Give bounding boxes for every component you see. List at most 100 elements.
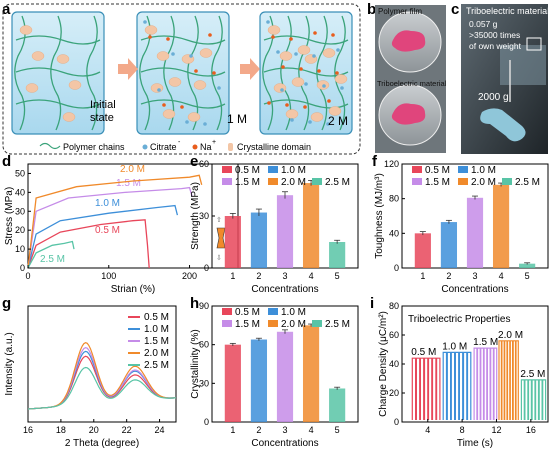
legend-label: 1.0 M: [471, 165, 496, 176]
plot-g-ylabel: Intensity (a.u.): [4, 332, 15, 395]
x-tick-label: 16: [23, 425, 33, 435]
sodium-icon: [192, 144, 198, 150]
legend-label: 2.0 M: [281, 319, 306, 330]
sodium-ion: [289, 37, 293, 41]
initial-line1: Initial: [90, 99, 116, 111]
x-tick-label: 16: [526, 425, 536, 435]
charge-density-traces: 0.5 M 1.0 M 1.5 M2.0 M 2.5 M: [411, 330, 547, 420]
panel-g-label: g: [2, 295, 11, 312]
citrate-ion: [203, 122, 207, 126]
citrate-ion: [217, 86, 221, 90]
trace-label: 0.5 M: [411, 347, 436, 358]
polymer-chain: [15, 67, 101, 77]
crystalline-domain: [291, 77, 305, 87]
y-tick-label: 80: [389, 301, 399, 311]
crystalline-domain: [297, 45, 311, 55]
crystalline-domain: [156, 51, 170, 61]
citrate-ion: [157, 88, 161, 92]
legend-swatch: [458, 166, 468, 173]
hydrogel-box: [11, 11, 105, 135]
legend-label: 1.5 M: [235, 177, 260, 188]
bar-3: [466, 197, 484, 268]
trace-label: 1.0 M: [442, 341, 467, 352]
curve-05M: [27, 219, 150, 269]
bar-5: [329, 242, 346, 268]
plot-e-ylabel: Strength (MPa): [190, 182, 201, 250]
bar-4: [492, 184, 510, 268]
citrate-ion: [312, 54, 316, 58]
citrate-icon: [142, 144, 148, 150]
sodium-ion: [267, 101, 271, 105]
legend-label: 1.5 M: [235, 319, 260, 330]
bar-2: [250, 339, 268, 422]
citrate-ion: [185, 120, 189, 124]
panel-c-label: c: [451, 1, 459, 18]
curve-10M: [27, 204, 179, 269]
panel-c: c Triboelectric material 0.057 g >35000 …: [451, 1, 549, 154]
panel-a-legend: Polymer chains Citrate - Na + Crystallin…: [39, 139, 311, 152]
y-tick-label: 0: [204, 417, 209, 427]
initial-line2: state: [90, 112, 114, 124]
panel-i: i Triboelectric Properties 0.5 M 1.0 M 1.5…: [370, 295, 549, 449]
sodium-ion: [281, 65, 285, 69]
plot-i-title: Triboelectric Properties: [408, 314, 510, 325]
sodium-ion: [285, 103, 289, 107]
crystalline-domain: [56, 54, 70, 64]
x-tick-label: 20: [89, 425, 99, 435]
citrate-ion: [308, 120, 312, 124]
plot-g-legend: 0.5 M1.0 M1.5 M2.0 M2.5 M: [128, 312, 169, 371]
crystalline-domain: [328, 106, 342, 116]
legend-label: 0.5 M: [235, 307, 260, 318]
legend-citrate-sup: -: [178, 139, 181, 146]
citrate-ion: [189, 54, 193, 58]
stress-strain-curves: 0.5 M 1.0 M 1.5 M 2.0 M 2.5 M: [27, 164, 203, 269]
citrate-ion: [340, 86, 344, 90]
triboelectric-sample: [391, 103, 426, 125]
y-tick-label: 0: [394, 263, 399, 273]
citrate-ion: [322, 84, 326, 88]
citrate-ion: [290, 118, 294, 122]
legend-swatch: [412, 178, 422, 185]
crystalline-domain: [168, 77, 182, 87]
sodium-ion: [335, 71, 339, 75]
bar-3: [276, 331, 294, 422]
zoom-box: [526, 37, 542, 51]
plot-g-ticks: 16 18 20 22 24: [23, 419, 165, 435]
sodium-ion: [317, 69, 321, 73]
citrate-ion: [143, 20, 147, 24]
x-tick-label: 18: [56, 425, 66, 435]
y-tick-label: 40: [15, 187, 25, 197]
citrate-ion: [171, 52, 175, 56]
legend-na: Na: [200, 142, 212, 152]
crystalline-domain: [162, 109, 176, 119]
sodium-ion: [180, 105, 184, 109]
label-2m: 2 M: [328, 114, 348, 128]
crystallinity-bars: 1 2 3 4 5: [224, 323, 346, 435]
legend-label: 2.5 M: [515, 177, 540, 188]
crystalline-domain: [68, 80, 82, 90]
citrate-ion: [336, 48, 340, 52]
hydrogel-schematics: [11, 11, 353, 135]
charge-trace-20M: [498, 340, 519, 420]
legend-label: 1.5 M: [425, 177, 450, 188]
crystalline-domain: [279, 51, 293, 61]
curve-25M: [27, 240, 75, 269]
polymer-chain: [187, 15, 199, 131]
polymer-chain: [14, 15, 26, 131]
plot-d-xlabel: Strian (%): [111, 284, 155, 295]
x-tick-label: 200: [182, 271, 197, 281]
y-tick-label: 80: [389, 194, 399, 204]
polymer-chain: [50, 15, 62, 131]
y-tick-label: 50: [15, 168, 25, 178]
panel-a-label: a: [2, 1, 11, 18]
polymer-chain: [316, 15, 328, 131]
clamp-top-icon: ⇧: [216, 216, 222, 224]
legend-label: 2.5 M: [144, 360, 169, 371]
legend-label: 1.0 M: [144, 324, 169, 335]
bar-5: [329, 388, 346, 422]
hydrogel-box: [136, 11, 230, 135]
bar-2: [440, 222, 458, 268]
curve-label: 1.5 M: [116, 178, 141, 189]
legend-label: 0.5 M: [425, 165, 450, 176]
